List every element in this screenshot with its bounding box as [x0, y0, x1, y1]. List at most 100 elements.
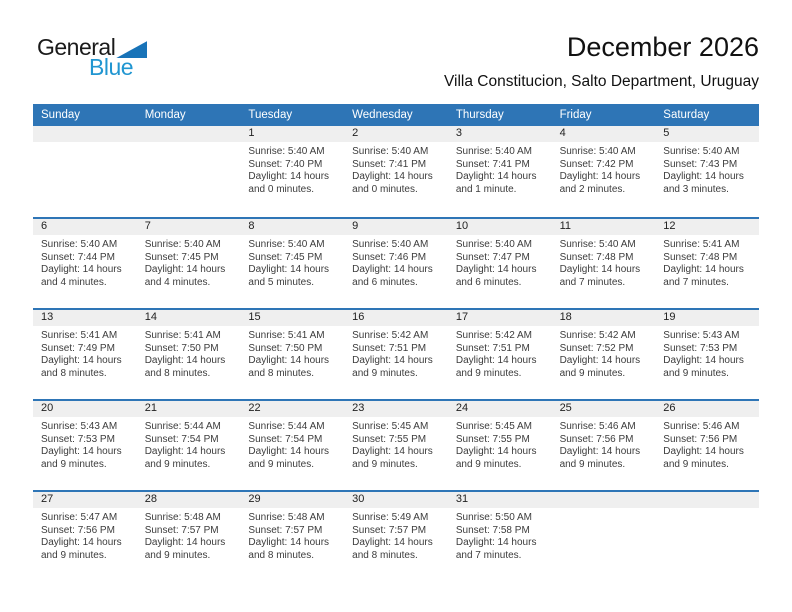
day-cell-5: 5 Sunrise: 5:40 AM Sunset: 7:43 PM Daylight… — [655, 126, 759, 217]
day-detail-line: Daylight: 14 hours — [559, 355, 641, 367]
day-detail-line: Daylight: 14 hours — [663, 355, 744, 367]
day-detail-line: and 8 minutes. — [352, 549, 418, 561]
day-detail-line: Sunrise: 5:42 AM — [455, 330, 532, 341]
day-details: Sunrise: 5:42 AM Sunset: 7:51 PM Daylight:… — [448, 326, 552, 380]
day-detail-line: Sunrise: 5:40 AM — [352, 239, 429, 250]
day-header-wednesday: Wednesday — [352, 109, 413, 121]
month-title: December 2026 — [566, 32, 759, 62]
day-detail-line: Sunset: 7:45 PM — [144, 251, 219, 263]
day-detail-line: Sunrise: 5:40 AM — [248, 146, 325, 157]
day-detail-line: and 0 minutes. — [248, 183, 315, 195]
day-detail-line: and 9 minutes. — [144, 549, 211, 561]
day-detail-line: Daylight: 14 hours — [352, 355, 433, 367]
day-cell-4: 4 Sunrise: 5:40 AM Sunset: 7:42 PM Daylight… — [551, 126, 656, 217]
day-cell-29: 29 Sunrise: 5:48 AM Sunset: 7:57 PM Dayligh… — [240, 492, 345, 581]
day-detail-line: Daylight: 14 hours — [41, 355, 122, 367]
day-detail-line: Sunrise: 5:40 AM — [144, 239, 221, 250]
day-cell-15: 15 Sunrise: 5:41 AM Sunset: 7:50 PM Dayligh… — [240, 310, 345, 399]
day-detail-line: Daylight: 14 hours — [663, 264, 744, 276]
day-number: 17 — [447, 310, 552, 326]
day-cell-22: 22 Sunrise: 5:44 AM Sunset: 7:54 PM Dayligh… — [240, 401, 345, 490]
day-number: 12 — [655, 219, 759, 235]
day-details: Sunrise: 5:44 AM Sunset: 7:54 PM Daylight:… — [137, 417, 241, 471]
day-number: 6 — [33, 219, 137, 235]
day-detail-line: and 2 minutes. — [559, 183, 626, 195]
calendar-header-row: Sunday Monday Tuesday Wednesday Thursday Frid… — [33, 104, 759, 126]
empty-day-cell — [655, 492, 759, 581]
day-detail-line: Sunrise: 5:40 AM — [559, 239, 636, 250]
day-number: 26 — [655, 401, 759, 417]
day-detail-line: Sunrise: 5:41 AM — [248, 330, 325, 341]
day-detail-line: and 3 minutes. — [663, 183, 729, 195]
empty-day-cell — [551, 492, 656, 581]
day-cell-7: 7 Sunrise: 5:40 AM Sunset: 7:45 PM Daylight… — [136, 219, 241, 308]
day-details: Sunrise: 5:46 AM Sunset: 7:56 PM Daylight:… — [552, 417, 656, 471]
day-detail-line: Sunrise: 5:43 AM — [41, 421, 118, 432]
day-header-saturday: Saturday — [663, 109, 710, 121]
logo-row: General — [37, 36, 148, 59]
day-header-friday: Friday — [559, 109, 592, 121]
day-detail-line: Sunrise: 5:40 AM — [352, 146, 429, 157]
day-details: Sunrise: 5:45 AM Sunset: 7:55 PM Daylight:… — [448, 417, 552, 471]
day-detail-line: Daylight: 14 hours — [248, 355, 330, 367]
day-detail-line: Sunset: 7:51 PM — [352, 342, 427, 354]
day-details: Sunrise: 5:49 AM Sunset: 7:57 PM Daylight:… — [344, 508, 448, 562]
day-cell-24: 24 Sunrise: 5:45 AM Sunset: 7:55 PM Dayligh… — [447, 401, 552, 490]
day-details: Sunrise: 5:41 AM Sunset: 7:49 PM Daylight:… — [33, 326, 137, 380]
day-detail-line: Sunset: 7:56 PM — [559, 433, 634, 445]
day-details: Sunrise: 5:40 AM Sunset: 7:42 PM Daylight:… — [552, 142, 656, 196]
day-number: 3 — [447, 126, 552, 142]
day-detail-line: and 9 minutes. — [663, 458, 729, 470]
day-number — [551, 492, 656, 508]
day-detail-line: Daylight: 14 hours — [144, 446, 226, 458]
day-cell-26: 26 Sunrise: 5:46 AM Sunset: 7:56 PM Dayligh… — [655, 401, 759, 490]
day-number: 13 — [33, 310, 137, 326]
day-number: 7 — [136, 219, 241, 235]
day-detail-line: Daylight: 14 hours — [248, 446, 330, 458]
day-details: Sunrise: 5:40 AM Sunset: 7:46 PM Daylight:… — [344, 235, 448, 289]
day-detail-line: Sunrise: 5:48 AM — [248, 512, 325, 523]
day-number: 29 — [240, 492, 345, 508]
day-detail-line: Sunset: 7:42 PM — [559, 158, 634, 170]
day-detail-line: Sunrise: 5:50 AM — [455, 512, 532, 523]
day-cell-6: 6 Sunrise: 5:40 AM Sunset: 7:44 PM Daylight… — [33, 219, 137, 308]
day-detail-line: Sunset: 7:50 PM — [248, 342, 323, 354]
day-cell-16: 16 Sunrise: 5:42 AM Sunset: 7:51 PM Dayligh… — [344, 310, 448, 399]
day-detail-line: Sunrise: 5:44 AM — [248, 421, 325, 432]
day-detail-line: and 9 minutes. — [455, 458, 522, 470]
day-cell-14: 14 Sunrise: 5:41 AM Sunset: 7:50 PM Dayligh… — [136, 310, 241, 399]
day-details: Sunrise: 5:41 AM Sunset: 7:50 PM Daylight:… — [137, 326, 241, 380]
day-number: 10 — [447, 219, 552, 235]
day-detail-line: Daylight: 14 hours — [559, 446, 641, 458]
day-number: 1 — [240, 126, 345, 142]
day-number: 18 — [551, 310, 656, 326]
day-details: Sunrise: 5:40 AM Sunset: 7:41 PM Daylight:… — [344, 142, 448, 196]
day-detail-line: and 9 minutes. — [559, 367, 626, 379]
day-detail-line: Daylight: 14 hours — [352, 537, 433, 549]
day-detail-line: Daylight: 14 hours — [144, 537, 226, 549]
day-cell-9: 9 Sunrise: 5:40 AM Sunset: 7:46 PM Daylight… — [344, 219, 448, 308]
day-detail-line: and 4 minutes. — [41, 276, 107, 288]
day-number: 27 — [33, 492, 137, 508]
day-detail-line: Sunset: 7:58 PM — [455, 524, 530, 536]
day-detail-line: Sunset: 7:40 PM — [248, 158, 323, 170]
day-details: Sunrise: 5:48 AM Sunset: 7:57 PM Daylight:… — [137, 508, 241, 562]
day-detail-line: Daylight: 14 hours — [455, 171, 537, 183]
day-detail-line: Daylight: 14 hours — [559, 264, 641, 276]
week-row-5: 27 Sunrise: 5:47 AM Sunset: 7:56 PM Dayligh… — [33, 490, 759, 581]
week-row-4: 20 Sunrise: 5:43 AM Sunset: 7:53 PM Dayligh… — [33, 399, 759, 490]
day-cell-12: 12 Sunrise: 5:41 AM Sunset: 7:48 PM Dayligh… — [655, 219, 759, 308]
day-detail-line: Daylight: 14 hours — [663, 171, 744, 183]
day-detail-line: and 1 minute. — [455, 183, 517, 195]
day-detail-line: Sunrise: 5:41 AM — [41, 330, 118, 341]
day-number: 5 — [655, 126, 759, 142]
day-number: 25 — [551, 401, 656, 417]
day-cell-20: 20 Sunrise: 5:43 AM Sunset: 7:53 PM Dayligh… — [33, 401, 137, 490]
day-details: Sunrise: 5:43 AM Sunset: 7:53 PM Daylight:… — [655, 326, 759, 380]
day-detail-line: Sunset: 7:54 PM — [144, 433, 219, 445]
day-detail-line: Sunset: 7:51 PM — [455, 342, 530, 354]
day-detail-line: Daylight: 14 hours — [144, 355, 226, 367]
title-block: December 2026 Villa Constitucion, Salto … — [444, 32, 759, 90]
day-detail-line: Daylight: 14 hours — [455, 355, 537, 367]
